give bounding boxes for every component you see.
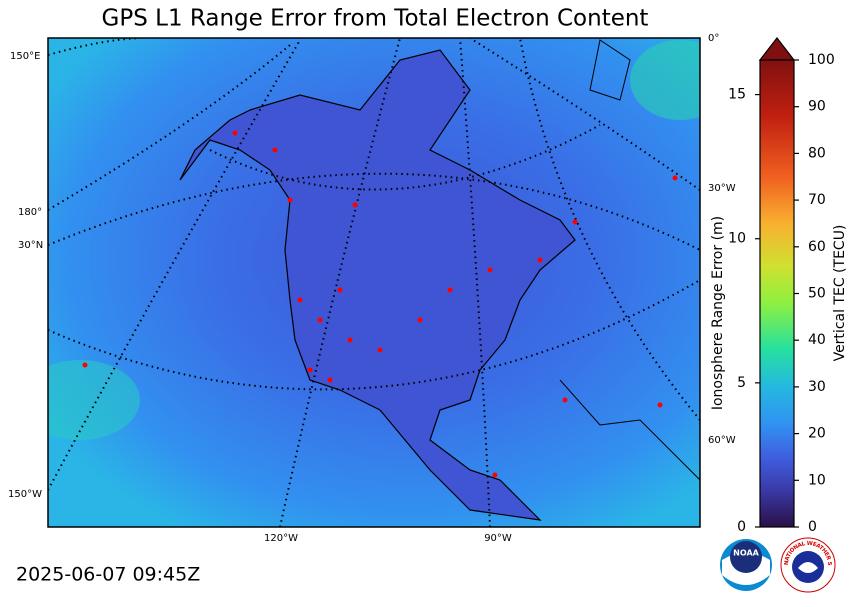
colorbar-tick-label: 100	[808, 52, 835, 68]
colorbar-tick-label: 0	[737, 519, 746, 535]
colorbar-tick-label: 40	[808, 332, 826, 348]
colorbar-tick-label: 10	[728, 231, 746, 247]
graticule-label: 150°W	[8, 489, 42, 500]
timestamp: 2025-06-07 09:45Z	[16, 564, 200, 586]
colorbar-tick-label: 5	[737, 375, 746, 391]
graticule-label: 90°W	[484, 533, 512, 544]
colorbar-tick-label: 80	[808, 145, 826, 161]
colorbar-tick-label: 30	[808, 379, 826, 395]
graticule-label: 120°W	[264, 533, 298, 544]
noaa-logo: NOAA	[720, 539, 772, 591]
colorbar-tick-label: 20	[808, 426, 826, 442]
graticule-label: 60°W	[708, 435, 736, 446]
colorbar-extend	[758, 37, 796, 61]
colorbar-tick-label: 90	[808, 99, 826, 115]
graticule-label: 30°W	[708, 183, 736, 194]
graticule-label: 30°N	[18, 240, 43, 251]
colorbar-tick-label: 10	[808, 472, 826, 488]
map	[48, 38, 700, 527]
noaa-text: NOAA	[733, 549, 759, 558]
colorbar-ticks: 0 5 10 15 0 10 20 30 40 50 60 70 80 90 100	[728, 52, 835, 535]
graticule-label: 180°	[18, 207, 42, 218]
map-frame	[47, 37, 701, 528]
graticule-label: 150°E	[10, 51, 40, 62]
colorbar-tick-label: 60	[808, 239, 826, 255]
colorbar-right-label: Vertical TEC (TECU)	[832, 225, 848, 362]
colorbar-tick-label: 0	[808, 519, 817, 535]
colorbar-tick-label: 70	[808, 192, 826, 208]
colorbar	[759, 59, 795, 528]
graticule-label: 0°	[708, 33, 719, 44]
colorbar-left-label: Ionosphere Range Error (m)	[710, 216, 726, 410]
title: GPS L1 Range Error from Total Electron C…	[102, 6, 649, 32]
colorbar-tick-label: 15	[728, 87, 746, 103]
colorbar-tick-label: 50	[808, 286, 826, 302]
